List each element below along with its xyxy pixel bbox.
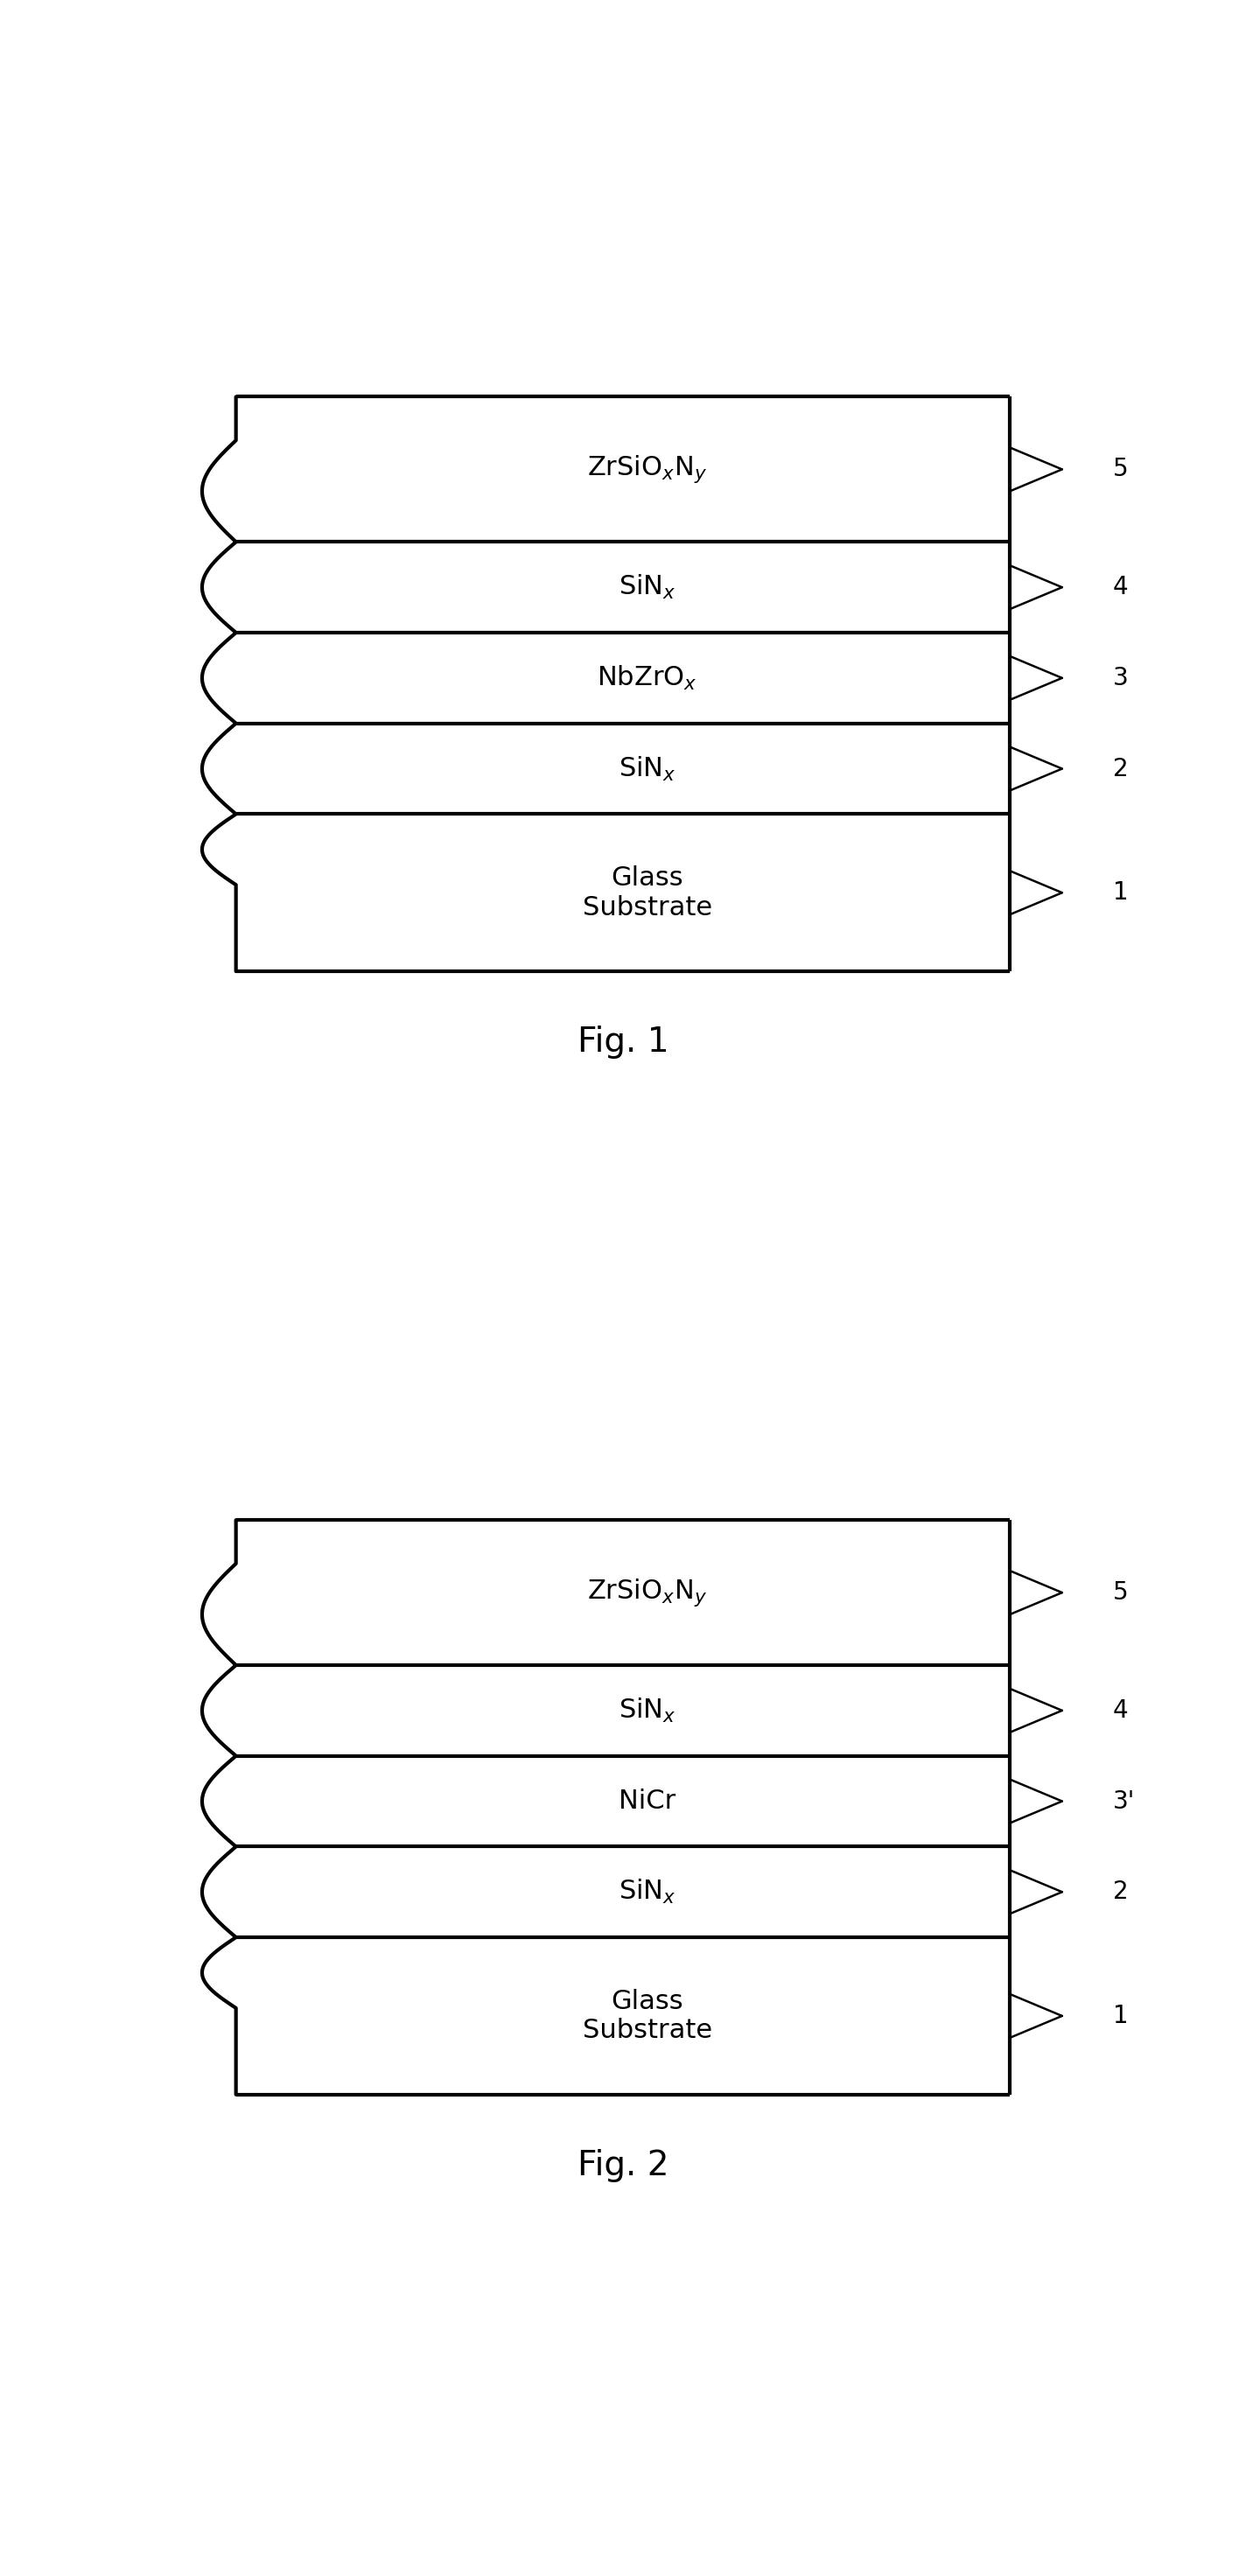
Text: 1: 1	[1113, 2004, 1129, 2027]
Text: 2: 2	[1113, 1880, 1129, 1904]
Text: SiN$_x$: SiN$_x$	[618, 755, 677, 783]
Text: 3': 3'	[1113, 1788, 1135, 1814]
Text: 4: 4	[1113, 1698, 1129, 1723]
Text: SiN$_x$: SiN$_x$	[618, 1878, 677, 1906]
Text: 5: 5	[1113, 1579, 1129, 1605]
Text: SiN$_x$: SiN$_x$	[618, 1698, 677, 1723]
Text: Glass
Substrate: Glass Substrate	[582, 1989, 711, 2043]
Text: SiN$_x$: SiN$_x$	[618, 574, 677, 600]
Text: Fig. 1: Fig. 1	[577, 1025, 669, 1059]
Text: ZrSiO$_x$N$_y$: ZrSiO$_x$N$_y$	[587, 1577, 708, 1607]
Text: 1: 1	[1113, 881, 1129, 904]
Text: 3: 3	[1113, 665, 1129, 690]
Text: 5: 5	[1113, 456, 1129, 482]
Text: NiCr: NiCr	[619, 1788, 675, 1814]
Text: 2: 2	[1113, 757, 1129, 781]
Text: ZrSiO$_x$N$_y$: ZrSiO$_x$N$_y$	[587, 453, 708, 484]
Text: Fig. 2: Fig. 2	[577, 2148, 669, 2182]
Text: NbZrO$_x$: NbZrO$_x$	[597, 665, 698, 693]
Text: Glass
Substrate: Glass Substrate	[582, 866, 711, 920]
Text: 4: 4	[1113, 574, 1129, 600]
